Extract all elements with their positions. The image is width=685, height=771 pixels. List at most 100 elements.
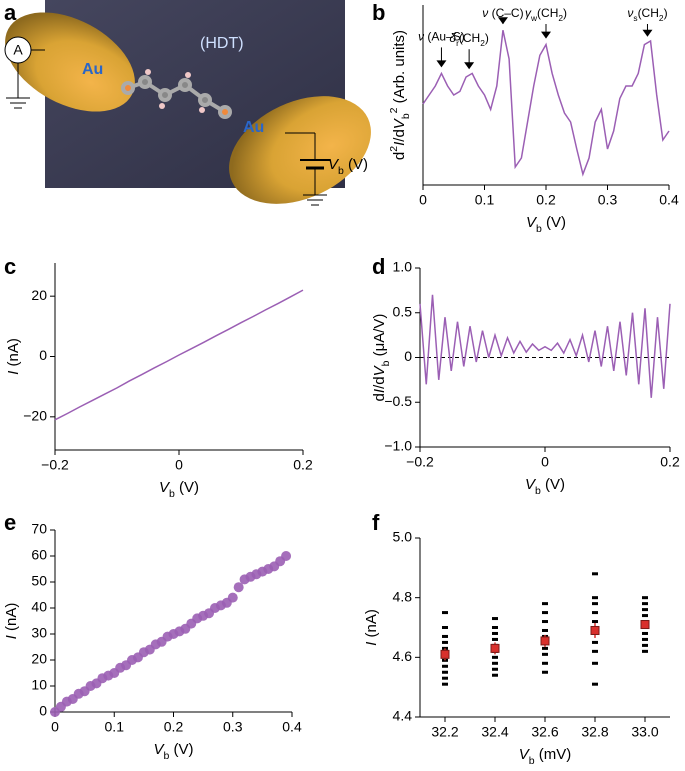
text-part: (CH (459, 31, 480, 45)
text-part: b (338, 165, 344, 177)
y-tick-label: 30 (31, 625, 47, 641)
y-tick-label: 20 (31, 287, 47, 303)
text-part: V (519, 746, 531, 763)
y-tick-label: 5.0 (393, 529, 413, 545)
text-part: /d (371, 376, 388, 389)
x-tick-label: 0.1 (475, 192, 495, 208)
y-tick-label: 0 (39, 703, 47, 719)
y-axis-label: d2I/dVb2 (Arb. units) (388, 30, 412, 160)
text-part: ν (418, 30, 424, 44)
text-part: ν (627, 6, 633, 20)
data-point (492, 626, 498, 629)
data-point (542, 661, 548, 665)
y-tick-label: −20 (23, 408, 47, 424)
text-part: (V) (175, 479, 199, 496)
panel-label: f (372, 510, 380, 535)
electrode (229, 96, 371, 204)
data-point (592, 649, 598, 653)
data-point (442, 634, 448, 638)
text-part: (nA) (5, 338, 22, 371)
data-point (542, 670, 548, 674)
data-line (419, 294, 671, 398)
text-part: I (391, 142, 408, 146)
data-line (422, 30, 670, 177)
data-line (54, 289, 304, 421)
text-part: b (535, 485, 541, 497)
data-point (442, 682, 448, 686)
x-axis-label: Vb (V) (159, 479, 199, 500)
data-point (442, 664, 448, 668)
text-part: b (380, 360, 392, 366)
text-part: (Au–S) (424, 30, 465, 44)
text-part: (Arb. units) (391, 30, 408, 108)
data-point (642, 596, 648, 600)
text-part: ν (482, 6, 488, 20)
y-axis-label: I (nA) (363, 609, 380, 646)
data-point (592, 611, 598, 615)
x-tick-label: 0.2 (660, 454, 680, 470)
x-tick-label: −0.2 (406, 454, 434, 470)
text-part: 2 (558, 13, 563, 23)
x-tick-label: 0.2 (164, 719, 184, 735)
text-part: V (371, 364, 388, 376)
data-point (642, 602, 648, 606)
text-part: 2 (480, 38, 485, 48)
data-point (492, 631, 498, 635)
bias-label: Vb (V) (328, 156, 368, 177)
data-point (642, 643, 648, 647)
y-tick-label: 4.8 (393, 588, 413, 604)
electrode-label: Au (243, 119, 264, 136)
y-axis-label: dI/dVb (μA/V) (371, 314, 392, 402)
x-axis-label: Vb (V) (525, 476, 565, 497)
data-point (492, 673, 498, 677)
text-part: w (530, 13, 538, 23)
data-point (592, 572, 598, 576)
text-part: (nA) (363, 609, 380, 642)
y-tick-label: 0 (404, 348, 412, 364)
data-point (442, 670, 448, 674)
data-point (592, 682, 598, 686)
annotation: ν (Au–S) (418, 30, 465, 44)
x-tick-label: 32.4 (481, 724, 508, 740)
y-tick-label: 20 (31, 651, 47, 667)
y-tick-label: 0.5 (393, 303, 413, 319)
y-tick-label: 1.0 (393, 259, 413, 275)
text-part: b (529, 755, 535, 767)
text-part: I (363, 642, 380, 646)
text-part: 2 (659, 13, 664, 23)
text-part: (mV) (535, 746, 572, 763)
y-tick-label: 50 (31, 573, 47, 589)
x-tick-label: 32.8 (581, 724, 608, 740)
text-part: s (633, 13, 637, 23)
x-tick-label: 32.6 (531, 724, 558, 740)
electrode-label: Au (82, 61, 103, 78)
electrode (5, 12, 135, 112)
text-part: b (169, 488, 175, 500)
data-point (227, 592, 238, 603)
y-axis-label: I (nA) (3, 603, 20, 640)
x-tick-label: 0.2 (536, 192, 556, 208)
data-point (592, 620, 598, 624)
annotation-arrowhead (642, 29, 653, 37)
text-part: ) (563, 6, 567, 20)
x-tick-label: 32.2 (431, 724, 458, 740)
text-part: (nA) (3, 603, 20, 636)
data-point (642, 649, 648, 653)
annotation: γw(CH2) (525, 6, 567, 23)
text-part: δ (449, 31, 456, 45)
x-axis-label: Vb (V) (153, 741, 193, 762)
x-tick-label: 0.4 (282, 719, 302, 735)
data-point (592, 661, 598, 665)
panel-label: d (372, 254, 385, 279)
x-tick-label: 0.1 (105, 719, 125, 735)
data-point (542, 652, 548, 656)
data-point (281, 551, 292, 561)
x-tick-label: 33.0 (631, 724, 658, 740)
panel-label: b (372, 0, 385, 25)
y-tick-label: 70 (31, 521, 47, 537)
panel-label: e (4, 510, 16, 535)
text-part: (C–C) (488, 6, 523, 20)
text-part: (V) (541, 476, 565, 493)
annotation: ν (C–C) (482, 6, 523, 20)
